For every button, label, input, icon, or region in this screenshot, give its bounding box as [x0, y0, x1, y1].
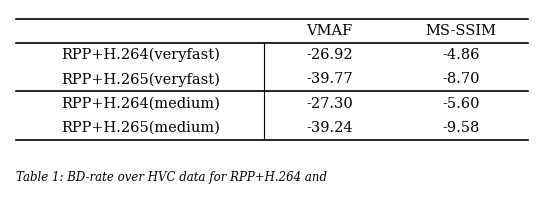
Text: -39.24: -39.24	[306, 121, 353, 135]
Text: RPP+H.264(medium): RPP+H.264(medium)	[61, 97, 220, 111]
Text: -27.30: -27.30	[306, 97, 353, 111]
Text: VMAF: VMAF	[306, 24, 353, 38]
Text: -5.60: -5.60	[442, 97, 480, 111]
Text: -4.86: -4.86	[442, 48, 480, 62]
Text: -8.70: -8.70	[442, 72, 480, 86]
Text: -26.92: -26.92	[306, 48, 353, 62]
Text: -39.77: -39.77	[306, 72, 353, 86]
Text: -9.58: -9.58	[442, 121, 480, 135]
Text: RPP+H.265(veryfast): RPP+H.265(veryfast)	[61, 72, 220, 87]
Text: Table 1: BD-rate over HVC data for RPP+H.264 and: Table 1: BD-rate over HVC data for RPP+H…	[16, 171, 327, 184]
Text: RPP+H.265(medium): RPP+H.265(medium)	[61, 121, 220, 135]
Text: RPP+H.264(veryfast): RPP+H.264(veryfast)	[61, 48, 220, 62]
Text: MS-SSIM: MS-SSIM	[426, 24, 497, 38]
